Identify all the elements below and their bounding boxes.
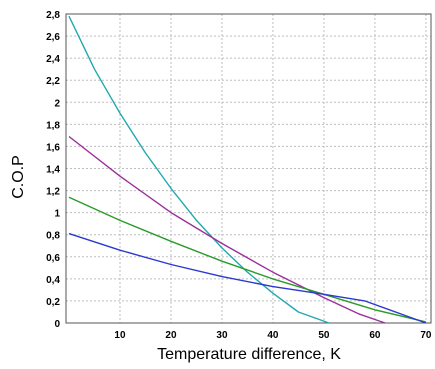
y-tick-label: 1,4 (46, 165, 60, 176)
y-tick-label: 0,2 (46, 297, 60, 308)
y-tick-label: 0,4 (46, 275, 60, 286)
y-tick-label: 1,8 (46, 120, 60, 131)
series-line-3 (68, 196, 427, 323)
x-tick-label: 10 (114, 330, 126, 341)
x-tick-label: 50 (318, 330, 330, 341)
y-tick-labels: 0 0,2 0,4 0,6 0,8 1 1,2 1,4 1,6 1,8 2 2,2 2,4 2,6 2,8 (46, 10, 60, 330)
y-tick-label: 2,8 (46, 10, 60, 21)
y-axis-title: C.O.P (10, 155, 27, 199)
x-axis-title: Temperature difference, K (157, 346, 341, 363)
y-tick-label: 2,2 (46, 76, 60, 87)
x-tick-label: 20 (165, 330, 177, 341)
plot-frame (65, 13, 432, 324)
series-line-2 (68, 135, 386, 324)
x-tick-labels: 10 20 30 40 50 60 70 (114, 330, 431, 341)
x-tick-label: 30 (216, 330, 228, 341)
x-tick-label: 60 (369, 330, 381, 341)
series-line-4 (68, 232, 427, 324)
y-tick-label: 1,2 (46, 187, 60, 198)
x-tick-label: 40 (267, 330, 279, 341)
x-tick-label: 70 (420, 330, 432, 341)
series-line-1 (68, 15, 330, 324)
y-tick-label: 1,6 (46, 142, 60, 153)
y-tick-label: 0,8 (46, 231, 60, 242)
y-tick-label: 0,6 (46, 253, 60, 264)
series-group (68, 15, 427, 324)
grid (66, 13, 431, 324)
y-tick-label: 1 (54, 209, 60, 220)
y-tick-label: 2,4 (46, 54, 60, 65)
y-tick-label: 2 (54, 98, 60, 109)
y-tick-label: 0 (54, 319, 60, 330)
y-tick-label: 2,6 (46, 32, 60, 43)
